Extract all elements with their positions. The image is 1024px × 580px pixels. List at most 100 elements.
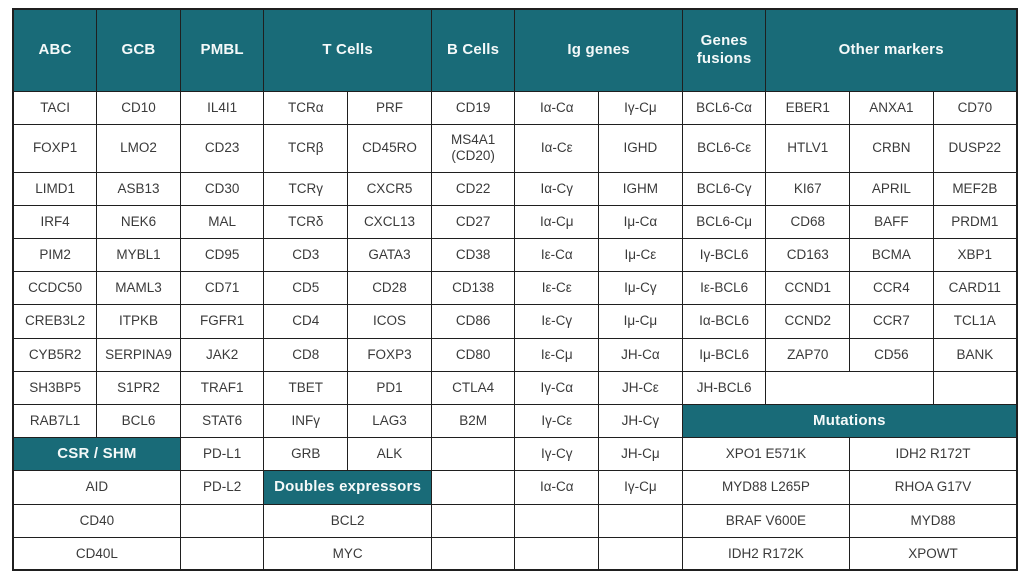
cell-rab7l1: RAB7L1 [12, 403, 98, 439]
cell-cd3: CD3 [263, 238, 349, 273]
cell-ccr7: CCR7 [849, 304, 934, 339]
cell-cyb5r2: CYB5R2 [12, 337, 98, 372]
cell-cd38: CD38 [430, 238, 516, 273]
marker-table: ABC GCB PMBL T Cells B Cells Ig genes Genes fu… [12, 8, 1018, 572]
cell-iα-cα: Iα-Cα [514, 470, 600, 505]
cell-mal: MAL [179, 204, 265, 240]
cell-tbet: TBET [263, 370, 349, 406]
table-row: CSR / SHM PD-L1 GRB ALK Iγ-Cγ JH-Cμ XPO1 E571K… [12, 437, 1018, 472]
cell-ighm: IGHM [598, 171, 683, 206]
cell-cd10: CD10 [96, 90, 181, 125]
cell-idh2-r172t: IDH2 R172T [849, 437, 1018, 472]
empty-cell [179, 503, 265, 538]
cell-jh-cμ: JH-Cμ [598, 437, 683, 472]
cell-lmo2: LMO2 [96, 123, 181, 173]
cell-nek6: NEK6 [96, 204, 181, 240]
section-header-ig-genes: Ig genes [514, 8, 683, 92]
cell-htlv1: HTLV1 [765, 123, 851, 173]
cell-taci: TACI [12, 90, 98, 125]
cell-iε-cγ: Iε-Cγ [514, 304, 600, 339]
cell-myc: MYC [263, 536, 432, 571]
cell-serpina9: SERPINA9 [96, 337, 181, 372]
cell-irf4: IRF4 [12, 204, 98, 240]
section-header-mutations: Mutations [681, 403, 1018, 439]
empty-cell [598, 503, 683, 538]
section-header-doubles-expressors: Doubles expressors [263, 470, 432, 505]
cell-myd88-l265p: MYD88 L265P [681, 470, 851, 505]
cell-bcma: BCMA [849, 238, 934, 273]
cell-iα-cμ: Iα-Cμ [514, 204, 600, 240]
cell-prdm1: PRDM1 [932, 204, 1018, 240]
cell-ccdc50: CCDC50 [12, 271, 98, 306]
empty-cell [430, 470, 516, 505]
section-header-b-cells: B Cells [430, 8, 516, 92]
cell-cd8: CD8 [263, 337, 349, 372]
empty-cell [430, 437, 516, 472]
table-row: IRF4 NEK6 MAL TCRδ CXCL13 CD27 Iα-Cμ Iμ-Cα BCL6-… [12, 204, 1018, 240]
cell-iα-cε: Iα-Cε [514, 123, 600, 173]
cell-iε-cε: Iε-Cε [514, 271, 600, 306]
cell-dusp22: DUSP22 [932, 123, 1018, 173]
cell-iε-bcl6: Iε-BCL6 [681, 271, 767, 306]
cell-bank: BANK [932, 337, 1018, 372]
cell-tcl1a: TCL1A [932, 304, 1018, 339]
cell-ki67: KI67 [765, 171, 851, 206]
cell-xpo1-e571k: XPO1 E571K [681, 437, 851, 472]
cell-infγ: INFγ [263, 403, 349, 439]
cell-iε-cμ: Iε-Cμ [514, 337, 600, 372]
table-row: CCDC50 MAML3 CD71 CD5 CD28 CD138 Iε-Cε Iμ-Cγ Iε-… [12, 271, 1018, 306]
cell-cd56: CD56 [849, 337, 934, 372]
cell-il4i1: IL4I1 [179, 90, 265, 125]
cell-pim2: PIM2 [12, 238, 98, 273]
cell-card11: CARD11 [932, 271, 1018, 306]
cell-stat6: STAT6 [179, 403, 265, 439]
cell-iγ-cμ: Iγ-Cμ [598, 470, 683, 505]
cell-cd22: CD22 [430, 171, 516, 206]
cell-cd163: CD163 [765, 238, 851, 273]
cell-cd71: CD71 [179, 271, 265, 306]
cell-iγ-cμ: Iγ-Cμ [598, 90, 683, 125]
cell-myd88: MYD88 [849, 503, 1018, 538]
cell-cd70: CD70 [932, 90, 1018, 125]
cell-pd-l1: PD-L1 [179, 437, 265, 472]
cell-anxa1: ANXA1 [849, 90, 934, 125]
cell-fgfr1: FGFR1 [179, 304, 265, 339]
section-header-t-cells: T Cells [263, 8, 432, 92]
cell-mef2b: MEF2B [932, 171, 1018, 206]
cell-cd19: CD19 [430, 90, 516, 125]
cell-cd138: CD138 [430, 271, 516, 306]
cell-tcrγ: TCRγ [263, 171, 349, 206]
cell-cd5: CD5 [263, 271, 349, 306]
cell-iμ-bcl6: Iμ-BCL6 [681, 337, 767, 372]
cell-jh-cα: JH-Cα [598, 337, 683, 372]
cell-tcrδ: TCRδ [263, 204, 349, 240]
cell-cd28: CD28 [347, 271, 432, 306]
cell-b2m: B2M [430, 403, 516, 439]
table-row: LIMD1 ASB13 CD30 TCRγ CXCR5 CD22 Iα-Cγ IGHM BCL6… [12, 171, 1018, 206]
table-row: CD40 BCL2 BRAF V600E MYD88 [12, 503, 1018, 538]
empty-cell [598, 536, 683, 571]
cell-ctla4: CTLA4 [430, 370, 516, 406]
section-header-csr-shm: CSR / SHM [12, 437, 181, 472]
table-row: CREB3L2 ITPKB FGFR1 CD4 ICOS CD86 Iε-Cγ Iμ-Cμ Iα… [12, 304, 1018, 339]
section-header-abc: ABC [12, 8, 98, 92]
cell-cd30: CD30 [179, 171, 265, 206]
section-header-pmbl: PMBL [179, 8, 265, 92]
section-header-other-markers: Other markers [765, 8, 1018, 92]
cell-iα-bcl6: Iα-BCL6 [681, 304, 767, 339]
cell-bcl6-cα: BCL6-Cα [681, 90, 767, 125]
table-row: AID PD-L2 Doubles expressors Iα-Cα Iγ-Cμ MYD8… [12, 470, 1018, 505]
cell-cd68: CD68 [765, 204, 851, 240]
cell-xpowt: XPOWT [849, 536, 1018, 571]
cell-ccnd1: CCND1 [765, 271, 851, 306]
cell-mybl1: MYBL1 [96, 238, 181, 273]
table-row: TACI CD10 IL4I1 TCRα PRF CD19 Iα-Cα Iγ-Cμ BCL6-C… [12, 90, 1018, 125]
marker-table-body: ABC GCB PMBL T Cells B Cells Ig genes Genes fu… [12, 8, 1018, 571]
cell-cxcl13: CXCL13 [347, 204, 432, 240]
cell-ccr4: CCR4 [849, 271, 934, 306]
cell-asb13: ASB13 [96, 171, 181, 206]
cell-cd23: CD23 [179, 123, 265, 173]
empty-cell [179, 536, 265, 571]
cell-icos: ICOS [347, 304, 432, 339]
